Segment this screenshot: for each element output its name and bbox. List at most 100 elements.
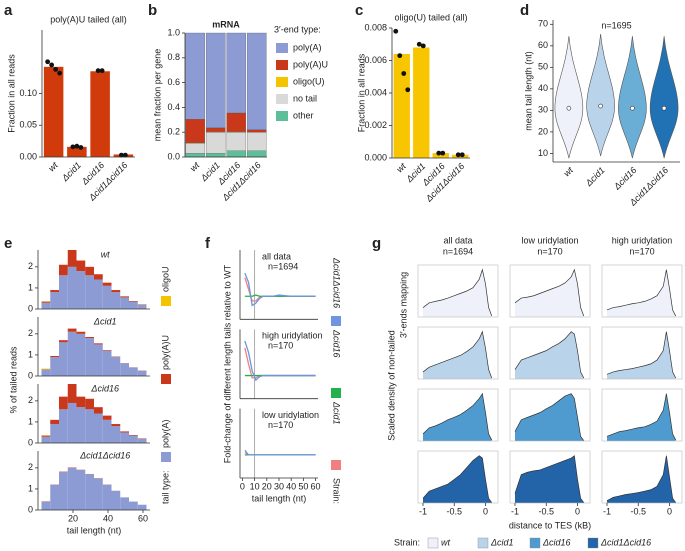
- histogram-bar: [129, 301, 138, 309]
- histogram-bar: [59, 342, 68, 376]
- histogram-bar: [41, 435, 51, 437]
- column-title: all data: [443, 235, 472, 245]
- panel-frame: [509, 388, 591, 442]
- violin: [649, 36, 679, 159]
- area-fill: [515, 269, 584, 317]
- legend-label: Δcid16: [332, 329, 342, 358]
- category-label: wt: [562, 165, 576, 179]
- data-point: [416, 41, 422, 47]
- bar-segment: [246, 129, 267, 133]
- y-tick-label: 1: [28, 483, 33, 493]
- y-tick-label: 0.008: [364, 22, 387, 32]
- y-tick-label: 0: [28, 370, 33, 380]
- data-point: [99, 68, 105, 74]
- y-axis-label: Fold-change of different length tails re…: [222, 264, 232, 463]
- x-tick-label: 40: [103, 513, 113, 523]
- panel-title: wt: [101, 249, 110, 259]
- bar: [413, 47, 430, 158]
- histogram-bar: [50, 357, 59, 376]
- histogram-bar: [85, 275, 94, 309]
- bar-segment: [185, 32, 206, 120]
- y-axis-label: Fraction in all reads: [6, 54, 16, 133]
- histogram-bar: [94, 343, 103, 345]
- legend-title: tail type:: [160, 470, 170, 504]
- histogram-bar: [129, 501, 138, 510]
- legend-title: 3′-end type:: [274, 24, 321, 34]
- histogram-bar: [94, 413, 103, 443]
- y-axis-label: Fraction in all reads: [356, 53, 366, 132]
- data-point: [53, 66, 59, 72]
- area-fill: [515, 331, 584, 379]
- x-tick-label: 60: [311, 481, 321, 491]
- y-tick-label: 40: [538, 83, 548, 93]
- median: [566, 105, 572, 111]
- legend-swatch: [276, 60, 288, 70]
- bar: [432, 153, 449, 158]
- y-tick-label: 1: [28, 416, 33, 426]
- violin: [554, 36, 584, 159]
- density-line: [422, 330, 493, 379]
- histogram-bar: [85, 409, 94, 443]
- legend-swatch: [427, 537, 439, 549]
- y-tick-label: 30: [538, 105, 548, 115]
- area-fill: [423, 331, 492, 379]
- x-tick-label: 0: [240, 481, 245, 491]
- series-line: [244, 340, 316, 382]
- series-line: [244, 277, 316, 302]
- x-tick-label: 40: [286, 481, 296, 491]
- histogram-bar: [129, 367, 138, 376]
- legend-swatch: [161, 452, 171, 462]
- area-fill: [423, 269, 492, 317]
- data-point: [95, 68, 101, 74]
- bar-segment: [226, 150, 247, 158]
- panel-letter: f: [205, 235, 211, 252]
- y-tick-label: 1: [28, 282, 33, 292]
- y-axis-label: Scaled density of non-tailed: [386, 330, 396, 441]
- y-tick-label: 0.8: [167, 52, 180, 62]
- panel-frame: [509, 264, 591, 318]
- series-line: [244, 272, 316, 307]
- x-tick-label: -0.5: [446, 506, 462, 516]
- legend-title: Strain:: [332, 478, 342, 504]
- series-line: [244, 347, 316, 379]
- annotation: n=1695: [601, 20, 631, 30]
- histogram-bar: [50, 290, 59, 293]
- density-line: [514, 268, 585, 317]
- data-point: [49, 62, 55, 68]
- x-axis-label: distance to TES (kB): [509, 520, 591, 530]
- legend-label: poly(A): [160, 419, 170, 448]
- panel-frame: [601, 388, 683, 442]
- histogram-bar: [102, 415, 112, 420]
- legend-swatch: [331, 460, 341, 470]
- histogram-bar: [41, 302, 51, 309]
- area-fill: [607, 455, 676, 503]
- bar-segment: [205, 153, 226, 158]
- column-n: n=170: [537, 246, 562, 256]
- legend-swatch: [161, 296, 171, 306]
- density-line: [606, 393, 677, 441]
- panel-frame: [601, 326, 683, 380]
- legend-swatch: [477, 537, 489, 549]
- panel-title: Δcid16: [90, 383, 119, 393]
- legend-swatch: [276, 77, 288, 87]
- y-tick-label: 2: [28, 395, 33, 405]
- area-fill: [423, 393, 492, 441]
- histogram-bar: [59, 409, 68, 443]
- x-tick-label: 20: [262, 481, 272, 491]
- histogram-bar: [85, 337, 94, 339]
- histogram-bar: [111, 292, 121, 309]
- bar-segment: [205, 127, 226, 132]
- x-tick-label: 50: [298, 481, 308, 491]
- legend-swatch: [276, 111, 288, 121]
- histogram-bar: [129, 435, 138, 443]
- bar-segment: [246, 132, 267, 151]
- panel-title: Δcid1Δcid16: [79, 450, 130, 460]
- histogram-bar: [94, 407, 103, 414]
- area-fill: [423, 455, 492, 503]
- y-tick-label: 0.6: [167, 77, 180, 87]
- histogram-bar: [102, 484, 112, 510]
- x-tick-label: 0: [667, 506, 672, 516]
- data-point: [405, 87, 411, 93]
- legend-swatch: [276, 94, 288, 104]
